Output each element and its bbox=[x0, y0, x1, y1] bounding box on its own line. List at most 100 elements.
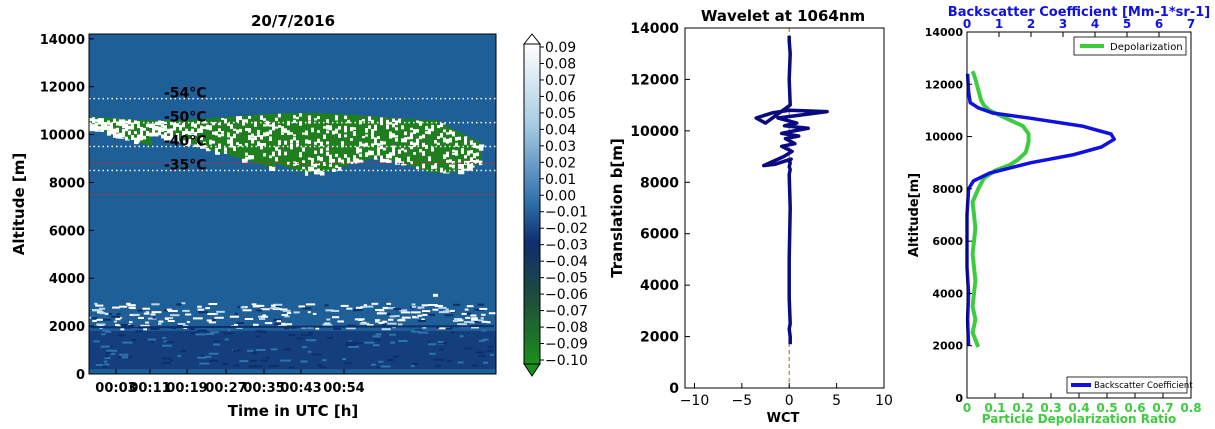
cloud-speckle bbox=[161, 134, 166, 139]
cloud-speckle bbox=[338, 166, 342, 171]
cloud-speckle bbox=[302, 160, 307, 164]
low-band-speckle bbox=[162, 357, 172, 360]
boundary-speckle bbox=[163, 309, 168, 312]
cloud-speckle bbox=[443, 129, 449, 133]
cloud-speckle bbox=[314, 141, 320, 145]
wavelet-panel: Wavelet at 1064nm 0 2000 4000 6000 8000 10000… bbox=[608, 7, 893, 426]
cloud-speckle bbox=[284, 128, 288, 131]
cloud-speckle bbox=[317, 130, 321, 133]
cloud-speckle bbox=[104, 125, 108, 131]
cloud-speckle bbox=[263, 143, 267, 146]
cloud-speckle bbox=[338, 126, 342, 130]
cloud-speckle bbox=[410, 132, 415, 137]
y-tick-label: 8000 bbox=[49, 176, 85, 191]
cloud-speckle bbox=[191, 129, 197, 134]
cloud-speckle bbox=[389, 152, 394, 155]
boundary-speckle bbox=[273, 318, 282, 321]
x2-tick-label: 5 bbox=[1123, 17, 1131, 31]
low-band-speckle bbox=[270, 348, 278, 351]
wavelet-title: Wavelet at 1064nm bbox=[701, 7, 865, 25]
cloud-speckle bbox=[98, 126, 103, 130]
cloud-speckle bbox=[353, 131, 357, 136]
cloud-speckle bbox=[413, 142, 419, 147]
cloud-column bbox=[437, 121, 440, 173]
colorbar: 0.090.080.070.060.050.040.030.020.010.00… bbox=[522, 33, 588, 377]
low-band-speckle bbox=[118, 356, 122, 359]
cloud-speckle bbox=[407, 136, 411, 140]
cloud-column bbox=[341, 114, 344, 167]
low-band-speckle bbox=[319, 366, 327, 369]
cloud-speckle bbox=[428, 128, 433, 131]
boundary-speckle bbox=[158, 322, 162, 325]
cloud-speckle bbox=[185, 141, 191, 146]
cloud-speckle bbox=[245, 156, 251, 161]
cloud-speckle bbox=[362, 118, 367, 122]
cloud-speckle bbox=[344, 134, 349, 138]
low-band-speckle bbox=[101, 329, 109, 332]
low-band-speckle bbox=[209, 331, 219, 334]
boundary-speckle bbox=[151, 311, 162, 314]
colorbar-tick-label: −0.07 bbox=[545, 304, 588, 320]
boundary-speckle bbox=[421, 310, 431, 313]
cloud-speckle bbox=[341, 143, 347, 148]
boundary-speckle bbox=[214, 316, 224, 319]
cloud-speckle bbox=[131, 135, 136, 139]
legend-backscatter-box bbox=[1066, 376, 1188, 394]
cloud-speckle bbox=[353, 127, 358, 130]
boundary-speckle bbox=[487, 321, 491, 324]
cloud-speckle bbox=[374, 124, 379, 130]
boundary-speckle bbox=[432, 308, 439, 311]
low-band-speckle bbox=[227, 329, 232, 332]
boundary-speckle bbox=[377, 312, 387, 315]
boundary-speckle bbox=[457, 319, 464, 322]
boundary-speckle bbox=[302, 307, 312, 310]
cloud-speckle bbox=[422, 151, 428, 154]
boundary-speckle bbox=[276, 320, 282, 323]
low-band-speckle bbox=[196, 329, 208, 332]
low-band-speckle bbox=[296, 337, 304, 340]
cloud-speckle bbox=[458, 170, 465, 175]
cloud-speckle bbox=[401, 138, 407, 143]
boundary-speckle bbox=[357, 318, 363, 321]
boundary-speckle bbox=[417, 319, 426, 322]
x-tick-label: 10 bbox=[875, 393, 893, 409]
cloud-speckle bbox=[392, 133, 397, 138]
cloud-speckle bbox=[467, 163, 473, 168]
boundary-speckle bbox=[324, 304, 329, 307]
cloud-speckle bbox=[416, 138, 420, 142]
cloud-speckle bbox=[155, 128, 161, 131]
boundary-speckle bbox=[378, 321, 385, 324]
low-band-speckle bbox=[209, 359, 218, 362]
low-band-speckle bbox=[411, 363, 419, 366]
cloud-speckle bbox=[395, 120, 401, 126]
boundary-speckle bbox=[445, 308, 449, 311]
cloud-speckle bbox=[239, 144, 243, 147]
low-band-speckle bbox=[345, 343, 357, 346]
cloud-speckle bbox=[194, 123, 198, 128]
cloud-speckle bbox=[290, 139, 296, 144]
boundary-speckle bbox=[185, 313, 192, 316]
cloud-speckle bbox=[248, 115, 253, 119]
boundary-speckle bbox=[259, 317, 266, 320]
boundary-speckle bbox=[286, 312, 292, 315]
x2-tick-label: 3 bbox=[1059, 17, 1067, 31]
cloud-speckle bbox=[377, 147, 383, 152]
y-tick-label: 4000 bbox=[932, 287, 963, 300]
cloud-speckle bbox=[377, 136, 382, 140]
boundary-speckle bbox=[264, 322, 273, 325]
boundary-speckle bbox=[121, 325, 130, 328]
low-band-speckle bbox=[208, 352, 219, 355]
low-band-speckle bbox=[478, 354, 486, 357]
cloud-speckle bbox=[335, 153, 341, 157]
boundary-speckle bbox=[423, 311, 429, 314]
cloud-speckle bbox=[365, 128, 369, 133]
boundary-speckle bbox=[94, 302, 98, 305]
cloud-speckle bbox=[251, 139, 255, 144]
cloud-speckle bbox=[320, 170, 325, 176]
low-band-speckle bbox=[348, 345, 360, 348]
boundary-speckle bbox=[176, 303, 182, 306]
low-band-speckle bbox=[487, 349, 494, 352]
low-band-speckle bbox=[372, 344, 380, 347]
boundary-speckle bbox=[353, 309, 357, 312]
boundary-speckle bbox=[427, 313, 436, 316]
